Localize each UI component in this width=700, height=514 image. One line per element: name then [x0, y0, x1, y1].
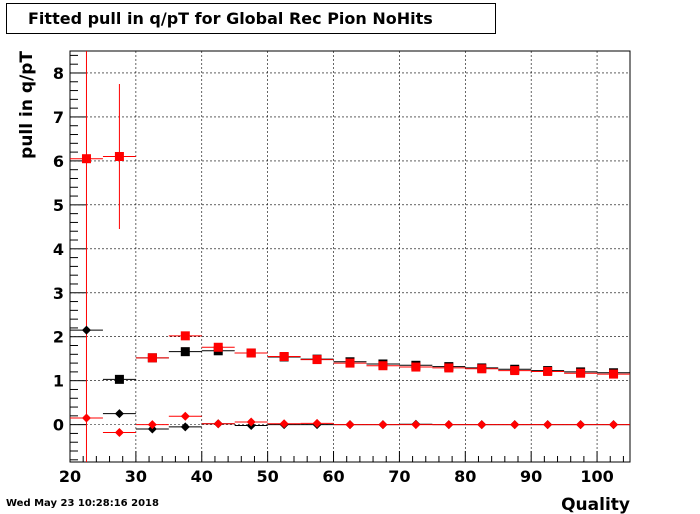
data-point-diamond: [180, 422, 190, 432]
data-point-diamond: [345, 420, 355, 430]
y-tick-label: 8: [53, 64, 64, 83]
data-point-diamond: [114, 409, 124, 419]
data-point-diamond: [147, 420, 157, 430]
x-tick-label: 20: [59, 467, 81, 486]
data-point-square: [543, 366, 553, 376]
data-point-diamond: [411, 420, 421, 430]
data-point-square: [180, 347, 190, 357]
y-tick-label: 0: [53, 416, 64, 435]
timestamp: Wed May 23 10:28:16 2018: [6, 498, 159, 509]
data-point-square: [477, 364, 487, 374]
y-tick-label: 4: [53, 240, 64, 259]
x-tick-label: 40: [191, 467, 213, 486]
data-point-square: [312, 355, 322, 365]
data-point-diamond: [444, 420, 454, 430]
x-axis-label: Quality: [561, 495, 630, 514]
data-point-square: [378, 361, 388, 371]
x-tick-label: 60: [322, 467, 344, 486]
data-point-diamond: [378, 420, 388, 430]
data-point-diamond: [543, 420, 553, 430]
data-point-square: [279, 352, 289, 362]
data-point-diamond: [114, 428, 124, 438]
series-1: [70, 51, 630, 462]
series-0: [102, 346, 630, 384]
y-tick-label: 6: [53, 152, 64, 171]
data-point-diamond: [312, 418, 322, 428]
data-point-diamond: [180, 411, 190, 421]
x-tick-label: 70: [388, 467, 410, 486]
x-tick-label: 90: [520, 467, 542, 486]
y-tick-label: 1: [53, 372, 64, 391]
data-point-square: [81, 154, 91, 164]
axes: 20 30 40 50 60 70 80 90 100 0 1 2 3 4 5 6 7 8: [53, 54, 624, 486]
data-point-square: [411, 362, 421, 372]
y-axis-label: pull in q/pT: [17, 51, 37, 159]
data-point-square: [609, 369, 619, 379]
data-point-square: [510, 366, 520, 376]
data-point-square: [114, 151, 124, 161]
data-point-square: [147, 353, 157, 363]
data-point-square: [345, 358, 355, 368]
x-tick-label: 50: [257, 467, 279, 486]
x-tick-label: 100: [580, 467, 613, 486]
y-tick-label: 2: [53, 328, 64, 347]
y-tick-label: 3: [53, 284, 64, 303]
data-point-square: [246, 348, 256, 358]
plot-frame: [69, 50, 631, 463]
data-point-diamond: [213, 419, 223, 429]
y-tick-label: 5: [53, 196, 64, 215]
data-point-square: [114, 374, 124, 384]
data-point-diamond: [81, 413, 91, 423]
grid: [70, 51, 630, 462]
chart-title: Fitted pull in q/pT for Global Rec Pion …: [28, 9, 433, 28]
chart-title-box: Fitted pull in q/pT for Global Rec Pion …: [6, 3, 496, 34]
data-point-square: [180, 331, 190, 341]
data-point-diamond: [477, 420, 487, 430]
x-tick-label: 80: [454, 467, 476, 486]
data-point-square: [213, 342, 223, 352]
data-point-diamond: [609, 420, 619, 430]
data-point-square: [576, 368, 586, 378]
data-points: [70, 51, 630, 462]
series-2: [70, 325, 630, 434]
data-point-square: [444, 363, 454, 373]
data-point-diamond: [576, 420, 586, 430]
data-point-diamond: [81, 325, 91, 335]
y-tick-label: 7: [53, 108, 64, 127]
data-point-diamond: [246, 417, 256, 427]
series-3: [70, 411, 630, 438]
x-tick-label: 30: [125, 467, 147, 486]
data-point-diamond: [279, 419, 289, 429]
data-point-diamond: [510, 420, 520, 430]
